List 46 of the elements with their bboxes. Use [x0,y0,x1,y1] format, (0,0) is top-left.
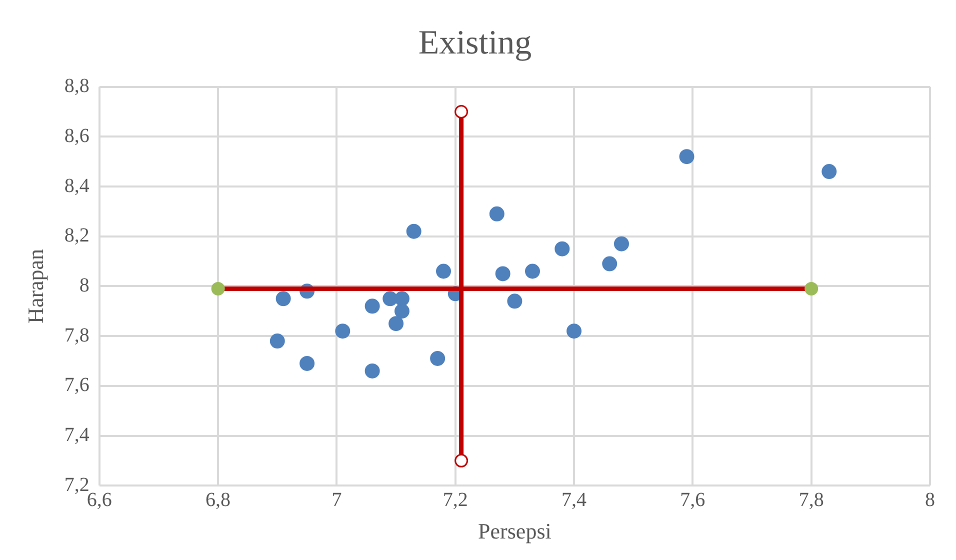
point [270,334,285,349]
y-tick-label: 7,2 [64,474,90,496]
x-tick-label: 8 [925,488,935,511]
chart-title: Existing [418,24,532,62]
point [276,291,291,306]
point [300,356,315,371]
point [614,236,629,252]
y-tick-label: 7,4 [64,424,90,446]
y-tick-label: 8,4 [64,174,90,197]
point [489,206,504,222]
y-tick-label: 8,6 [64,124,90,147]
x-tick-label: 7 [332,488,342,511]
point [388,316,404,332]
point [394,304,410,319]
y-tick-label: 7,8 [64,324,90,346]
point [454,454,468,468]
point [406,224,422,239]
point [335,324,350,339]
point [436,264,452,279]
point [495,266,510,282]
x-tick-label: 7,4 [562,488,587,511]
point [364,363,380,378]
point [364,298,380,314]
x-tick-label: 7,8 [798,488,824,511]
y-axis-title: Harapan [22,248,48,324]
point [566,324,582,339]
point [454,104,468,118]
point [822,164,837,180]
point [525,264,540,279]
y-tick-label: 7,6 [64,374,90,396]
y-tick-label: 8,8 [64,75,90,98]
point [602,256,618,272]
point [394,291,410,306]
point [679,149,694,164]
x-tick-label: 6,8 [206,488,231,511]
x-tick-label: 7,6 [680,488,706,511]
point [507,294,522,309]
x-tick-label: 6,6 [86,488,112,511]
point [804,282,818,296]
point [211,282,225,296]
y-tick-label: 8 [79,274,90,296]
x-axis-title: Persepsi [478,518,552,544]
point [554,241,570,256]
point [430,350,446,366]
x-tick-label: 7,2 [442,488,468,511]
y-tick-label: 8,2 [64,224,90,247]
